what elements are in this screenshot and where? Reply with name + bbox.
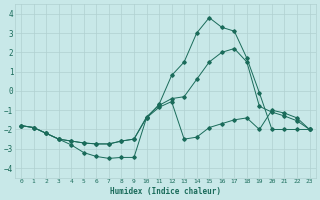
X-axis label: Humidex (Indice chaleur): Humidex (Indice chaleur) (110, 187, 221, 196)
